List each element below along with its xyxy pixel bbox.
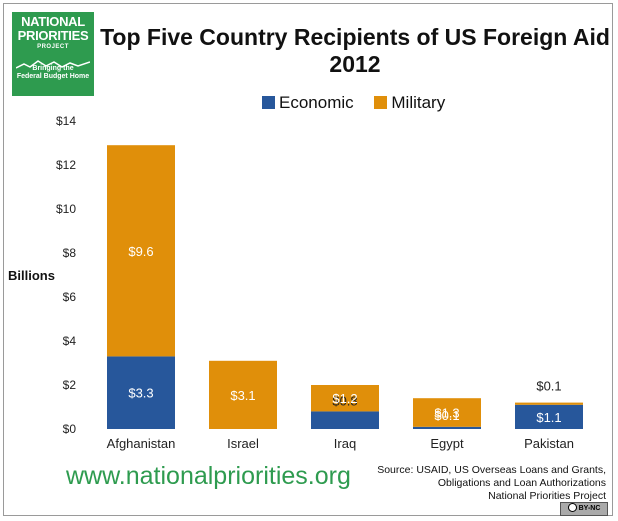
logo-tagline1: Bringing the — [32, 65, 74, 72]
y-axis-label: Billions — [8, 268, 55, 283]
bars: $3.3 $9.6 $3.1 $0.8$1.2 $1.3 $1.1 $0.1 $0.1 — [107, 145, 583, 429]
y-tick-label: $0 — [63, 422, 77, 436]
skyline-icon — [16, 60, 90, 69]
data-label-military-pakistan: $0.1 — [536, 379, 561, 394]
bar-economic-pakistan — [515, 404, 583, 429]
data-label-military-egypt: $1.3 — [434, 406, 459, 421]
x-tick-label: Pakistan — [524, 436, 574, 451]
y-tick-label: $14 — [56, 114, 76, 128]
data-label-military-iraq: $1.2 — [332, 391, 357, 406]
npp-logo: NATIONAL PRIORITIES PROJECT Bringing the… — [12, 12, 94, 96]
y-tick-label: $12 — [56, 158, 76, 172]
source-line3: National Priorities Project — [488, 490, 606, 502]
y-tick-label: $8 — [63, 246, 77, 260]
source-line2: Obligations and Loan Authorizations — [437, 477, 606, 489]
cc-icon — [567, 503, 577, 512]
y-tick-label: $4 — [63, 334, 77, 348]
legend-swatch-military — [374, 96, 388, 109]
bar-economic-iraq — [311, 411, 379, 429]
source-line1: Source: USAID, US Overseas Loans and Gra… — [377, 464, 606, 476]
bar-economic-afghanistan — [107, 356, 175, 429]
y-tick-label: $2 — [63, 378, 77, 392]
x-tick-label: Israel — [227, 436, 259, 451]
legend-label-economic: Economic — [279, 93, 354, 112]
chart-frame — [3, 3, 613, 516]
data-label-economic-egypt: $0.1 — [434, 408, 459, 423]
x-axis: Afghanistan Israel Iraq Egypt Pakistan — [107, 436, 574, 451]
data-label-military-israel: $3.1 — [230, 388, 255, 403]
legend-item-economic: Economic — [262, 93, 358, 112]
logo-line1: NATIONAL — [21, 14, 85, 29]
legend-item-military: Military — [374, 93, 445, 112]
data-label-economic-afghanistan: $3.3 — [128, 386, 153, 401]
logo-tagline2: Federal Budget Home — [16, 73, 90, 80]
chart-legend: Economic Military — [262, 93, 461, 113]
data-label-economic-iraq: $0.8 — [332, 393, 357, 408]
y-tick-label: $10 — [56, 202, 76, 216]
cc-license-label: BY-NC — [578, 505, 601, 512]
cc-license-badge: BY-NC — [560, 502, 608, 516]
bar-military-afghanistan — [107, 145, 175, 357]
y-tick-label: $6 — [63, 290, 77, 304]
website-url[interactable]: www.nationalpriorities.org — [66, 462, 351, 490]
bar-military-israel — [209, 360, 277, 429]
legend-label-military: Military — [391, 93, 446, 112]
logo-line3: PROJECT — [37, 44, 69, 50]
bar-economic-egypt — [413, 426, 481, 429]
bar-military-egypt — [413, 398, 481, 427]
x-tick-label: Iraq — [334, 436, 356, 451]
data-label-military-afghanistan: $9.6 — [128, 244, 153, 259]
logo-line2: PRIORITIES — [17, 28, 89, 43]
bar-military-pakistan — [515, 402, 583, 405]
x-tick-label: Egypt — [430, 436, 464, 451]
bar-military-iraq — [311, 385, 379, 412]
x-tick-label: Afghanistan — [107, 436, 176, 451]
y-axis: $0 $2 $4 $6 $8 $10 $12 $14 — [56, 114, 76, 436]
data-label-economic-pakistan: $1.1 — [536, 410, 561, 425]
legend-swatch-economic — [262, 96, 275, 109]
source-note: Source: USAID, US Overseas Loans and Gra… — [356, 464, 606, 503]
chart-title: Top Five Country Recipients of US Foreig… — [100, 24, 610, 77]
logo-tagline: Bringing the Federal Budget Home — [12, 65, 94, 81]
